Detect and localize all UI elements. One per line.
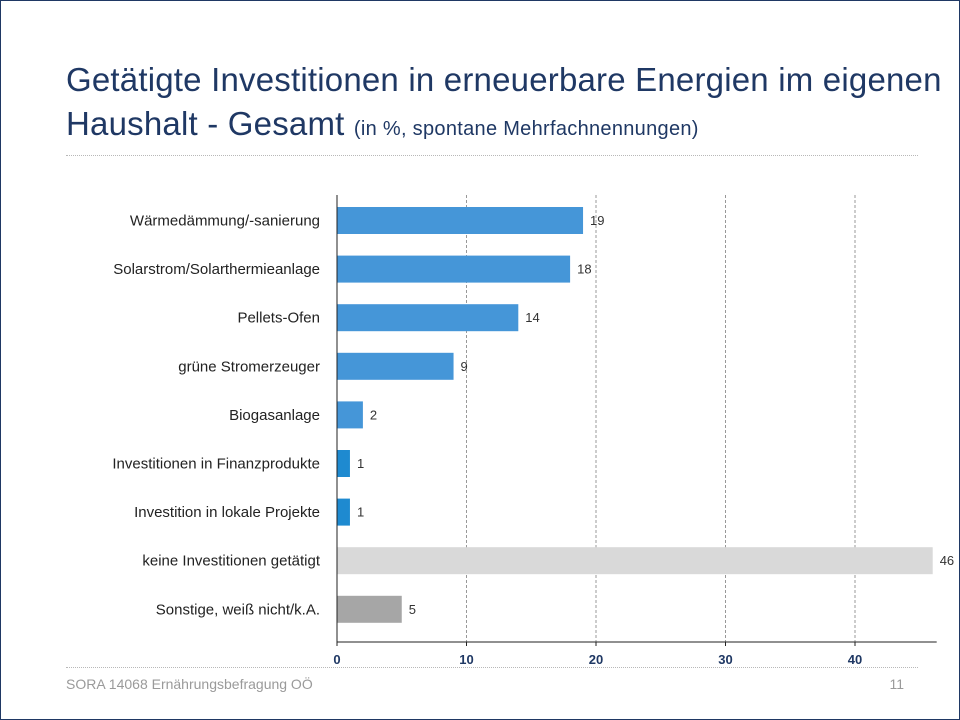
value-label-0: 19 — [590, 213, 604, 228]
value-label-7: 46 — [940, 553, 954, 568]
bar-7 — [337, 547, 933, 575]
category-label-5: Investitionen in Finanzprodukte — [112, 456, 320, 473]
category-label-0: Wärmedämmung/-sanierung — [130, 213, 320, 230]
footer-divider — [66, 667, 918, 668]
tick-label-30: 30 — [718, 652, 732, 667]
bar-1 — [337, 255, 571, 283]
tick-label-0: 0 — [333, 652, 340, 667]
page-number: 11 — [889, 676, 904, 692]
category-label-7: keine Investitionen getätigt — [142, 553, 320, 570]
title-subtitle: (in %, spontane Mehrfachnennungen) — [353, 118, 699, 140]
value-label-8: 5 — [409, 602, 416, 617]
bar-8 — [337, 595, 402, 623]
bar-5 — [337, 450, 350, 477]
value-label-5: 1 — [357, 456, 364, 471]
value-label-3: 9 — [461, 359, 468, 374]
value-label-6: 1 — [357, 505, 364, 520]
category-label-3: grüne Stromerzeuger — [178, 358, 320, 375]
category-label-1: Solarstrom/Solarthermieanlage — [113, 261, 320, 278]
bar-4 — [337, 401, 363, 429]
tick-label-10: 10 — [459, 652, 473, 667]
category-label-4: Biogasanlage — [229, 407, 320, 424]
footer-source: SORA 14068 Ernährungsbefragung OÖ — [66, 676, 313, 692]
tick-label-40: 40 — [848, 652, 862, 667]
value-label-1: 18 — [577, 262, 591, 277]
slide-title: Getätigte Investitionen in erneuerbare E… — [66, 58, 946, 151]
category-label-6: Investition in lokale Projekte — [134, 504, 320, 521]
title-text: Getätigte Investitionen in erneuerbare E… — [66, 61, 942, 142]
category-label-8: Sonstige, weiß nicht/k.A. — [156, 601, 320, 618]
bar-2 — [337, 304, 519, 332]
tick-label-20: 20 — [589, 652, 603, 667]
title-divider — [66, 155, 918, 156]
bar-6 — [337, 498, 350, 526]
value-label-2: 14 — [525, 310, 539, 325]
value-label-4: 2 — [370, 407, 377, 422]
category-label-2: Pellets-Ofen — [237, 310, 320, 327]
bar-3 — [337, 352, 454, 380]
bar-0 — [337, 207, 584, 234]
